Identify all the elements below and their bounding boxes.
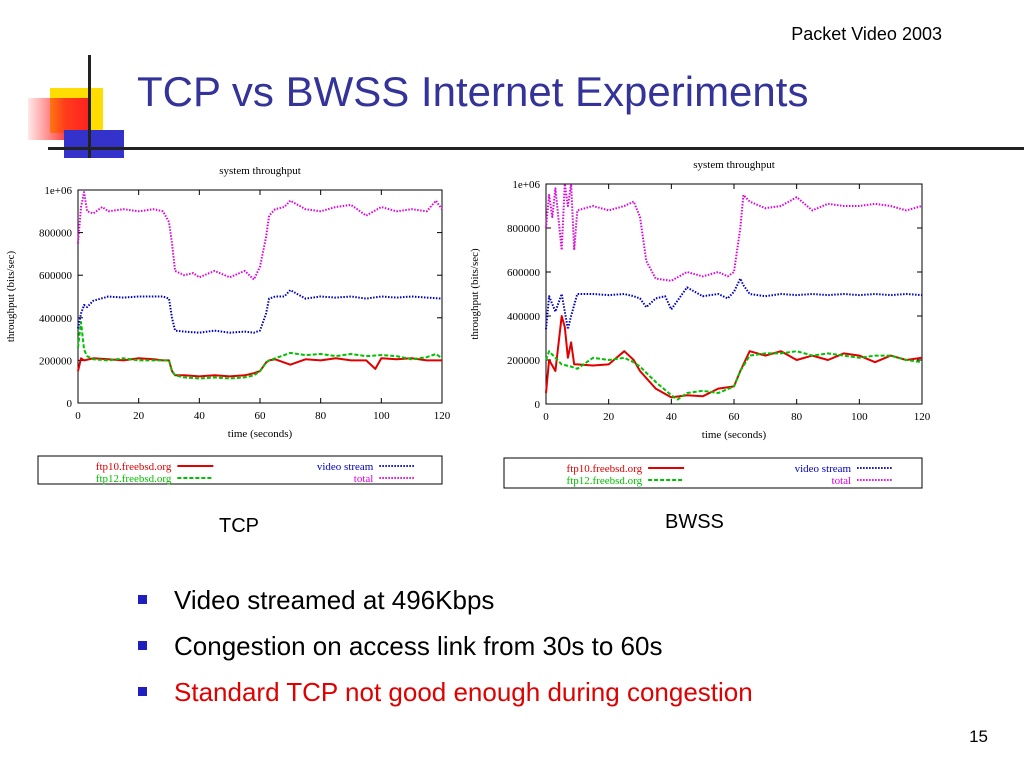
bwss-chart-caption: BWSS	[665, 511, 724, 533]
bullet-item: Congestion on access link from 30s to 60…	[138, 623, 753, 669]
y-tick-label: 1e+06	[512, 179, 540, 191]
bullet-text: Video streamed at 496Kbps	[174, 585, 495, 615]
series-line-ftp10	[77, 357, 442, 378]
tcp-chart-caption: TCP	[219, 515, 259, 537]
title-divider	[48, 147, 1024, 150]
legend-label: total	[354, 473, 374, 485]
x-tick-label: 120	[914, 411, 931, 423]
chart-title: system throughput	[219, 165, 301, 177]
series-line-total	[545, 183, 923, 282]
bullet-item: Standard TCP not good enough during cong…	[138, 669, 753, 715]
x-axis-label: time (seconds)	[228, 428, 293, 440]
y-tick-label: 400000	[39, 313, 73, 325]
bullet-text: Congestion on access link from 30s to 60…	[174, 631, 663, 661]
series-line-ftp12	[77, 321, 443, 380]
legend-label: ftp12.freebsd.org	[567, 475, 643, 487]
y-tick-label: 800000	[39, 228, 73, 240]
bullet-list: Video streamed at 496Kbps Congestion on …	[138, 577, 753, 715]
legend-label: ftp12.freebsd.org	[96, 473, 172, 485]
bullet-text: Standard TCP not good enough during cong…	[174, 677, 753, 707]
legend-box	[503, 457, 923, 489]
x-tick-label: 120	[434, 410, 451, 422]
y-tick-label: 0	[535, 399, 541, 411]
y-tick-label: 600000	[507, 267, 541, 279]
page-number: 15	[969, 727, 988, 746]
x-tick-label: 20	[133, 410, 145, 422]
y-axis-label: throughput (bits/sec)	[469, 248, 481, 340]
x-tick-label: 80	[315, 410, 327, 422]
bullet-marker	[138, 595, 147, 604]
bullet-marker	[138, 687, 147, 696]
x-tick-label: 40	[194, 410, 206, 422]
y-tick-label: 800000	[507, 223, 541, 235]
header-note: Packet Video 2003	[791, 24, 942, 44]
legend-label: ftp10.freebsd.org	[567, 463, 643, 475]
y-tick-label: 0	[67, 398, 73, 410]
series-line-video	[545, 277, 923, 331]
tcp-throughput-chart: system throughput 0 20 40 60 80 100 120 0 200000 4…	[0, 158, 470, 498]
y-tick-label: 200000	[39, 355, 73, 367]
x-tick-label: 80	[791, 411, 803, 423]
legend-label: video stream	[317, 461, 374, 473]
bullet-marker	[138, 641, 147, 650]
legend-box	[37, 455, 443, 485]
y-tick-label: 200000	[507, 355, 541, 367]
x-tick-label: 100	[851, 411, 868, 423]
slide-logo-decoration	[28, 55, 124, 167]
y-tick-label: 400000	[507, 311, 541, 323]
x-tick-label: 0	[75, 410, 81, 422]
y-tick-label: 1e+06	[44, 185, 72, 197]
y-tick-label: 600000	[39, 270, 73, 282]
series-line-video	[77, 289, 443, 334]
x-tick-label: 20	[603, 411, 615, 423]
y-axis-label: throughput (bits/sec)	[5, 250, 17, 342]
series-line-total	[77, 191, 443, 281]
bullet-item: Video streamed at 496Kbps	[138, 577, 753, 623]
x-tick-label: 60	[255, 410, 267, 422]
x-tick-label: 40	[666, 411, 678, 423]
chart-title: system throughput	[693, 159, 775, 171]
x-axis-label: time (seconds)	[702, 429, 767, 441]
slide-title: TCP vs BWSS Internet Experiments	[137, 68, 809, 115]
legend-label: video stream	[795, 463, 852, 475]
series-line-ftp12	[545, 350, 923, 401]
legend-label: total	[832, 475, 852, 487]
series-line-ftp10	[545, 315, 923, 399]
x-tick-label: 60	[729, 411, 741, 423]
x-tick-label: 100	[373, 410, 390, 422]
legend-label: ftp10.freebsd.org	[96, 461, 172, 473]
x-tick-label: 0	[543, 411, 549, 423]
bwss-throughput-chart: system throughput 0 20 40 60 80 100 120 0 200000 4…	[466, 152, 956, 497]
